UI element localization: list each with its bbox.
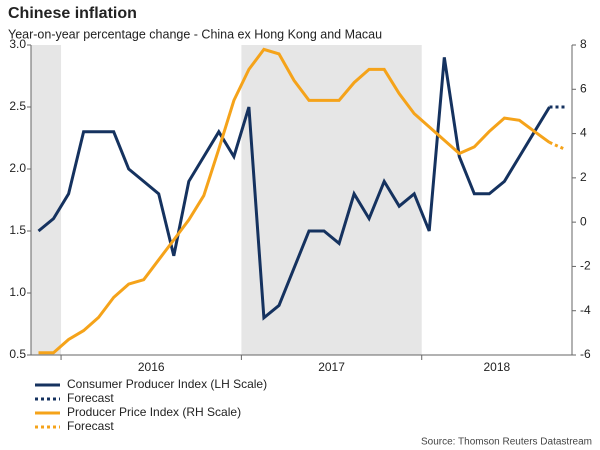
y2-tick-label: -2 xyxy=(580,259,591,273)
y2-tick-label: 0 xyxy=(580,214,587,228)
chart-title: Chinese inflation xyxy=(8,5,137,22)
y2-tick-label: 6 xyxy=(580,81,587,95)
y2-tick-label: 2 xyxy=(580,170,587,184)
x-tick-label: 2017 xyxy=(318,360,345,374)
legend-label: Forecast xyxy=(67,391,114,405)
y2-tick-label: 4 xyxy=(580,126,587,140)
legend-label: Producer Price Index (RH Scale) xyxy=(67,405,241,419)
shaded-period xyxy=(31,45,62,355)
x-tick-label: 2016 xyxy=(138,360,165,374)
y-tick-label: 2.5 xyxy=(9,99,26,113)
x-tick-label: 2018 xyxy=(484,360,511,374)
shaded-period xyxy=(241,45,422,355)
y2-tick-label: -6 xyxy=(580,347,591,361)
y-tick-label: 2.0 xyxy=(9,161,26,175)
y-tick-label: 0.5 xyxy=(9,347,26,361)
forecast-line xyxy=(548,141,566,151)
series-line xyxy=(38,47,551,355)
legend-label: Consumer Producer Index (LH Scale) xyxy=(67,377,267,391)
y2-tick-label: 8 xyxy=(580,37,587,51)
series-line xyxy=(37,57,551,321)
legend-label: Forecast xyxy=(67,419,114,433)
source-note: Source: Thomson Reuters Datastream xyxy=(421,437,592,448)
y-tick-label: 1.5 xyxy=(9,223,26,237)
y-tick-label: 1.0 xyxy=(9,285,26,299)
y-tick-label: 3.0 xyxy=(9,37,26,51)
y2-tick-label: -4 xyxy=(580,303,591,317)
chart-subtitle: Year-on-year percentage change - China e… xyxy=(8,27,382,41)
